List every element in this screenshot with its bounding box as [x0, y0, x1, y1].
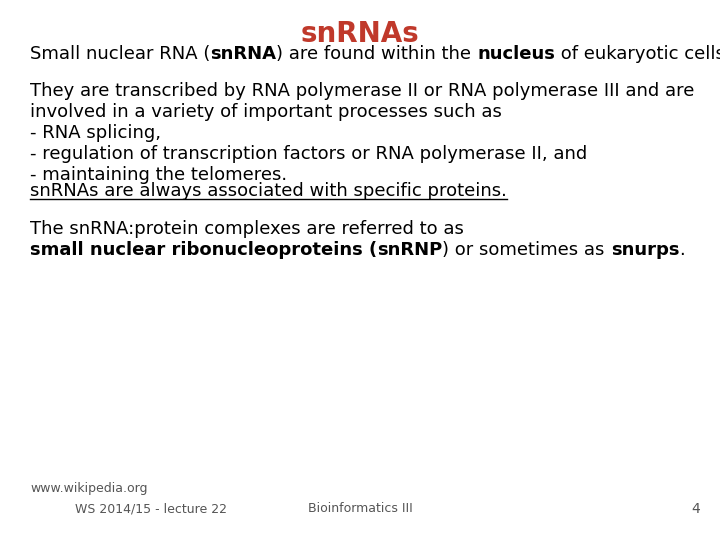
Text: snRNP: snRNP: [377, 241, 443, 259]
Text: snRNAs are always associated with specific proteins.: snRNAs are always associated with specif…: [30, 182, 507, 200]
Text: Bioinformatics III: Bioinformatics III: [307, 502, 413, 515]
Text: They are transcribed by RNA polymerase II or RNA polymerase III and are: They are transcribed by RNA polymerase I…: [30, 82, 694, 100]
Text: snRNAs: snRNAs: [301, 20, 419, 48]
Text: snurps: snurps: [611, 241, 679, 259]
Text: ) or sometimes as: ) or sometimes as: [443, 241, 611, 259]
Text: - regulation of transcription factors or RNA polymerase II, and: - regulation of transcription factors or…: [30, 145, 588, 163]
Text: Small nuclear RNA (: Small nuclear RNA (: [30, 45, 210, 63]
Text: nucleus: nucleus: [477, 45, 555, 63]
Text: of eukaryotic cells.: of eukaryotic cells.: [555, 45, 720, 63]
Text: 4: 4: [691, 502, 700, 516]
Text: involved in a variety of important processes such as: involved in a variety of important proce…: [30, 103, 502, 121]
Text: snRNA: snRNA: [210, 45, 276, 63]
Text: .: .: [679, 241, 685, 259]
Text: www.wikipedia.org: www.wikipedia.org: [30, 482, 148, 495]
Text: small nuclear ribonucleoproteins (: small nuclear ribonucleoproteins (: [30, 241, 377, 259]
Text: - RNA splicing,: - RNA splicing,: [30, 124, 161, 142]
Text: WS 2014/15 - lecture 22: WS 2014/15 - lecture 22: [75, 502, 227, 515]
Text: The snRNA:protein complexes are referred to as: The snRNA:protein complexes are referred…: [30, 220, 464, 238]
Text: ) are found within the: ) are found within the: [276, 45, 477, 63]
Text: - maintaining the telomeres.: - maintaining the telomeres.: [30, 166, 287, 184]
